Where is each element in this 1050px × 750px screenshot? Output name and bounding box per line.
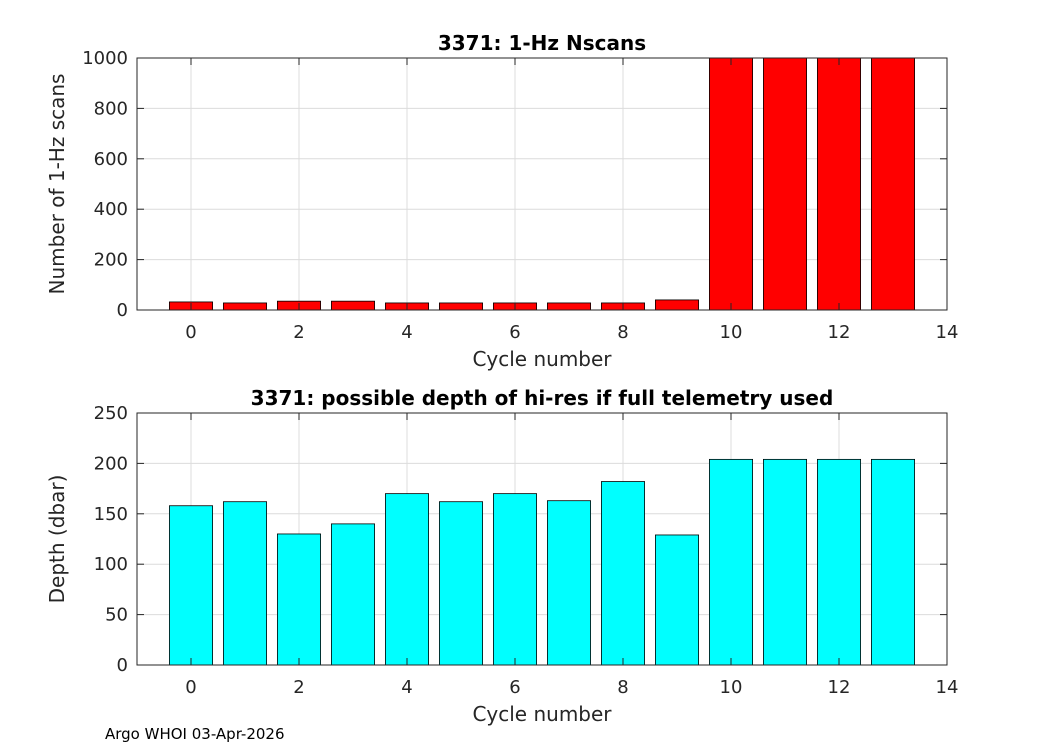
y-tick-label: 100	[94, 554, 128, 575]
y-tick-label: 200	[94, 250, 128, 271]
x-tick-label: 12	[828, 322, 851, 343]
x-tick-label: 12	[828, 677, 851, 698]
y-tick-label: 800	[94, 98, 128, 119]
plot-area	[137, 58, 947, 310]
y-tick-label: 600	[94, 149, 128, 170]
x-tick-label: 6	[509, 677, 520, 698]
bar	[709, 458, 754, 666]
nscans-chart: 0 2 4 6 8 10 12 14 0 200 400 600 800 1000 3371: 1-Hz N…	[45, 31, 958, 371]
y-tick-label: 150	[94, 504, 128, 525]
plot-area	[137, 413, 947, 665]
x-tick-label: 4	[401, 322, 412, 343]
depth-chart: 0 2 4 6 8 10 12 14 0 50 100 150 200 250 3371: possible…	[45, 386, 958, 726]
y-tick-label: 400	[94, 199, 128, 220]
bar	[384, 493, 429, 666]
bar	[547, 302, 592, 311]
bar	[655, 534, 700, 666]
x-axis-label: Cycle number	[472, 702, 612, 726]
axes-frame	[136, 57, 948, 311]
x-tick-label: 8	[617, 677, 628, 698]
x-tick-label: 6	[509, 322, 520, 343]
bar	[438, 501, 483, 666]
x-tick-label: 4	[401, 677, 412, 698]
chart-title: 3371: 1-Hz Nscans	[438, 31, 646, 55]
x-tick-label: 0	[185, 322, 196, 343]
y-tick-label: 0	[117, 655, 128, 676]
bar	[709, 57, 754, 311]
bar	[871, 57, 916, 311]
bar	[438, 302, 483, 311]
y-axis-label: Number of 1-Hz scans	[45, 74, 69, 295]
bar	[601, 481, 646, 666]
bar	[330, 523, 375, 666]
x-tick-label: 2	[293, 322, 304, 343]
bar	[168, 505, 213, 666]
bar	[330, 300, 375, 311]
y-tick-label: 50	[105, 605, 128, 626]
bar	[222, 501, 267, 666]
x-axis-label: Cycle number	[472, 347, 612, 371]
footer-credit: Argo WHOI 03-Apr-2026	[105, 725, 285, 743]
x-tick-label: 2	[293, 677, 304, 698]
x-tick-label: 8	[617, 322, 628, 343]
bar	[276, 533, 321, 666]
x-tick-label: 10	[720, 322, 743, 343]
bar	[763, 57, 808, 311]
x-tick-label: 0	[185, 677, 196, 698]
y-axis-label: Depth (dbar)	[45, 475, 69, 604]
y-tick-label: 0	[117, 300, 128, 321]
y-tick-label: 200	[94, 453, 128, 474]
bar	[655, 299, 700, 311]
y-tick-label: 1000	[82, 48, 128, 69]
bar	[492, 493, 537, 666]
axes-frame	[136, 412, 948, 666]
x-tick-label: 14	[936, 677, 959, 698]
bar	[547, 500, 592, 666]
bar	[817, 458, 862, 666]
bar	[222, 302, 267, 311]
bar	[817, 57, 862, 311]
chart-title: 3371: possible depth of hi-res if full t…	[251, 386, 834, 410]
y-tick-label: 250	[94, 403, 128, 424]
x-tick-label: 10	[720, 677, 743, 698]
bar	[763, 458, 808, 666]
bar	[871, 458, 916, 666]
x-tick-label: 14	[936, 322, 959, 343]
